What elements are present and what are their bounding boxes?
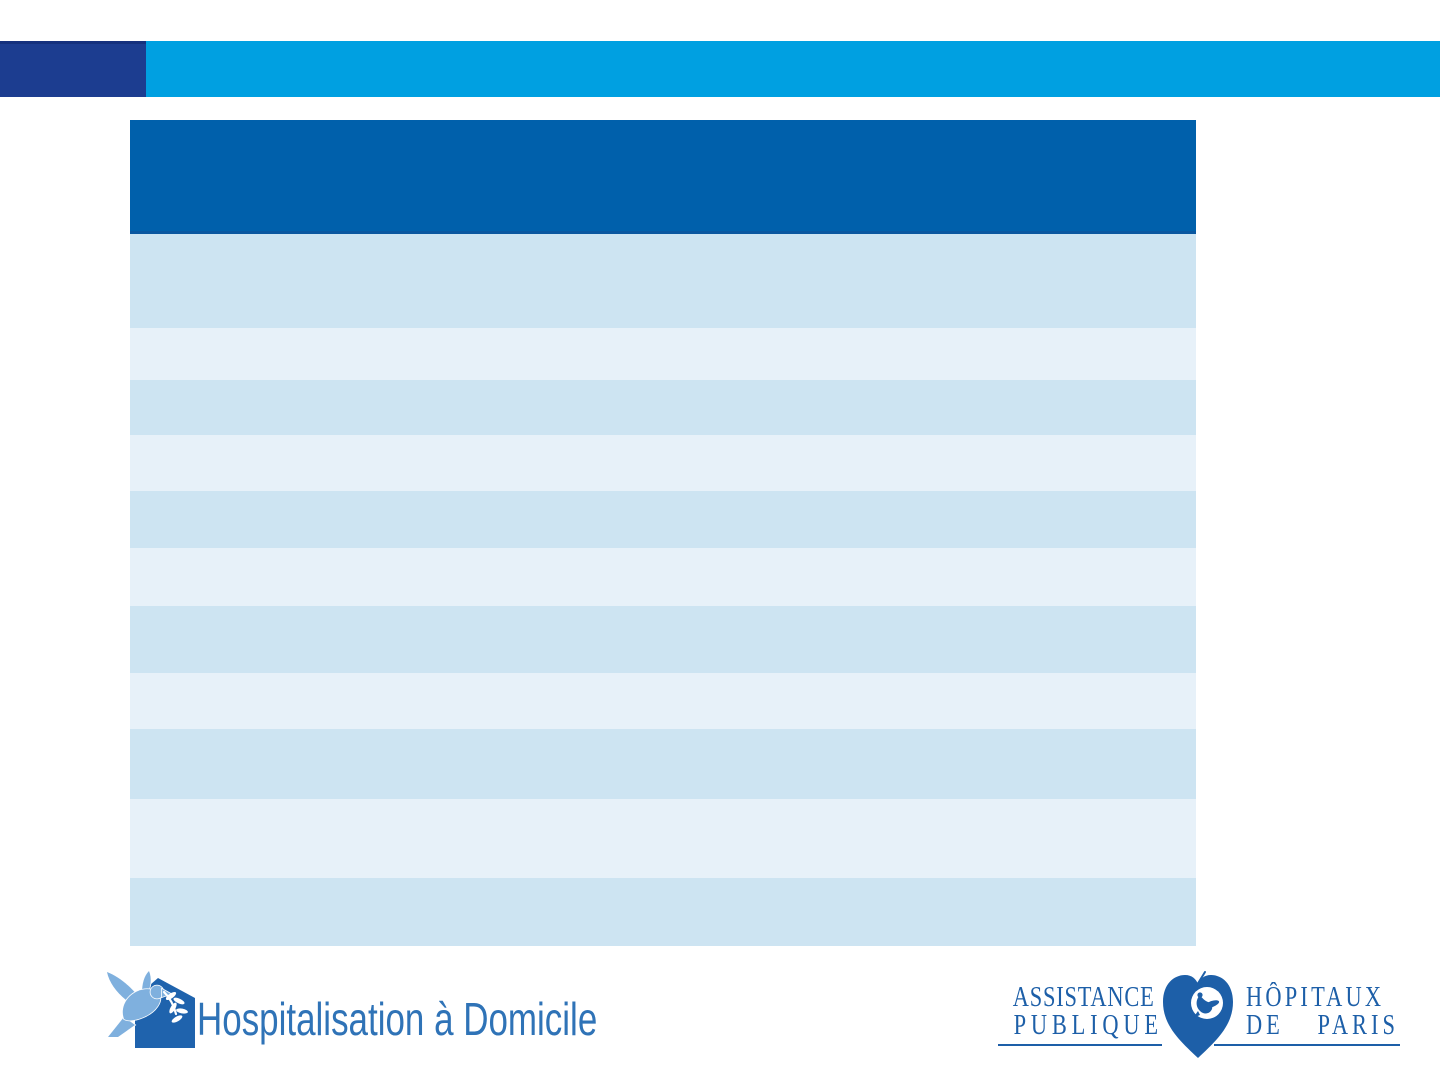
table-row: [130, 435, 1196, 491]
aphp-left-text: ASSISTANCE PUBLIQUE: [995, 984, 1165, 1040]
olive-branch-icon: [162, 990, 188, 1023]
top-band: [0, 41, 1440, 97]
table-body: [130, 234, 1196, 946]
aphp-heart-mark: [1163, 971, 1233, 1058]
aphp-right-underline: [1214, 1044, 1400, 1046]
aphp-right-text: HÔPITAUX DE PARIS: [1246, 984, 1406, 1040]
table-row: [130, 729, 1196, 799]
slide-table: [130, 120, 1196, 946]
table-row: [130, 380, 1196, 435]
bird-icon: [1193, 971, 1220, 1018]
aphp-left-line1: ASSISTANCE: [1012, 982, 1155, 1013]
top-band-navy-block: [0, 41, 146, 97]
table-row: [130, 673, 1196, 729]
had-logo-mark: [105, 969, 195, 1048]
had-logo-title: Hospitalisation à Domicile: [197, 996, 724, 1042]
table-row: [130, 328, 1196, 380]
aphp-right-line2: DE PARIS: [1246, 1010, 1399, 1041]
table-row: [130, 878, 1196, 946]
had-logo-title-text: Hospitalisation à Domicile: [197, 993, 598, 1045]
table-row: [130, 799, 1196, 878]
aphp-left-underline: [998, 1044, 1162, 1046]
top-band-cyan-bar: [146, 41, 1440, 97]
table-row: [130, 548, 1196, 606]
aphp-right-line1: HÔPITAUX: [1246, 982, 1385, 1013]
table-header-row: [130, 120, 1196, 234]
table-row: [130, 491, 1196, 548]
aphp-left-line2: PUBLIQUE: [1013, 1010, 1163, 1041]
table-row: [130, 606, 1196, 673]
table-row: [130, 234, 1196, 328]
dove-icon: [105, 969, 173, 1038]
